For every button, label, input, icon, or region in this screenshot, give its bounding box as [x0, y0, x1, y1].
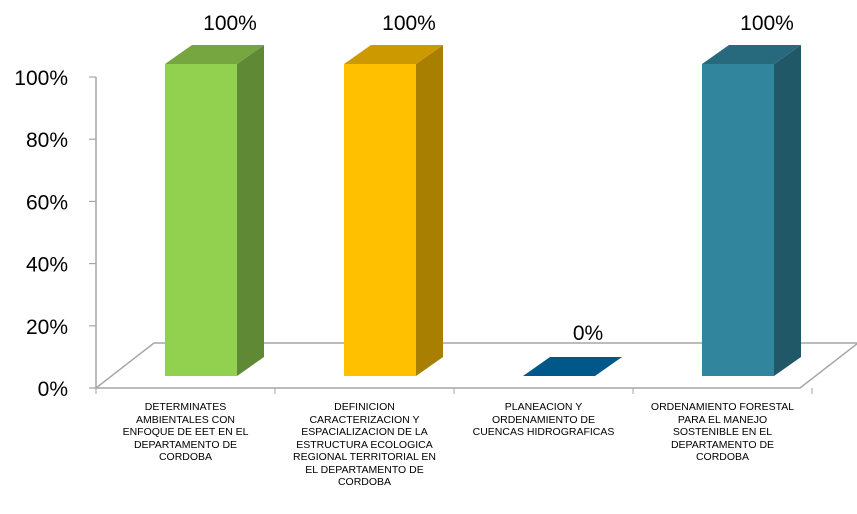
x-category-label-line: ORDENAMIENTO DE [491, 413, 596, 426]
x-category-label-line: CORDOBA [158, 451, 213, 463]
chart-floor [93, 342, 857, 389]
bar [702, 45, 801, 376]
bar-front [702, 64, 774, 376]
data-label: 100% [382, 12, 436, 35]
bar-side [416, 45, 443, 376]
data-label: 0% [573, 322, 603, 345]
x-category-label: PLANEACION Y ORDENAMIENTO DE CUENCAS HIDRO… [469, 401, 619, 439]
bar-front [344, 64, 416, 376]
x-category-label-line: ESPACIALIZACION DE LA [301, 426, 428, 438]
data-label: 100% [740, 12, 794, 35]
y-tick-label: 40% [26, 254, 68, 277]
bar-side [774, 45, 801, 376]
x-category-label-line: CORDOBA [337, 476, 392, 488]
x-category-label-line: PLANEACION Y [504, 401, 583, 413]
bar-side [237, 45, 264, 376]
y-tick-label: 80% [26, 129, 68, 152]
x-category-label-line: DEFINICION [334, 401, 395, 413]
x-category-label-line: REGIONAL TERRITORIAL EN [293, 451, 436, 463]
x-category-label-line: EL DEPARTAMENTO DE [305, 463, 424, 476]
y-tick-label: 100% [14, 67, 68, 90]
x-category-label: ORDENAMIENTO FORESTAL PARA EL MANEJO SOSTE… [648, 401, 798, 464]
x-category-label-line: ORDENAMIENTO FORESTAL [650, 401, 795, 413]
y-tick-label: 60% [26, 191, 68, 214]
x-category-label-line: AMBIENTALES CON [136, 413, 235, 426]
x-category-label-line: CARACTERIZACION Y [309, 413, 420, 426]
x-category-label-line: CUENCAS HIDROGRAFICAS [472, 426, 615, 438]
bar [165, 45, 264, 376]
x-category-label-line: SOSTENIBLE EN EL [672, 426, 773, 438]
x-category-label: DETERMINATES AMBIENTALES CON ENFOQUE DE EE… [111, 401, 261, 464]
x-category-label-line: PARA EL MANEJO [677, 413, 768, 426]
bar-zero-plate [523, 357, 622, 376]
x-category-label-line: ENFOQUE DE EET EN EL [122, 426, 249, 438]
bar [523, 357, 622, 376]
x-category-label-line: DEPARTAMENTO DE [670, 438, 775, 451]
bar-top [344, 45, 443, 64]
bar-top [702, 45, 801, 64]
x-category-label-line: CORDOBA [695, 451, 750, 463]
x-category-label-line: ESTRUCTURA ECOLOGICA [296, 438, 433, 451]
bar-top [165, 45, 264, 64]
bar [344, 45, 443, 376]
data-label: 100% [203, 12, 257, 35]
y-tick-label: 0% [38, 378, 68, 401]
x-category-label: DEFINICION CARACTERIZACION Y ESPACIALIZACI… [290, 401, 440, 489]
x-category-label-line: DEPARTAMENTO DE [133, 438, 238, 451]
bar-front [165, 64, 237, 376]
x-category-label-line: DETERMINATES [144, 401, 227, 413]
y-tick-label: 20% [26, 316, 68, 339]
